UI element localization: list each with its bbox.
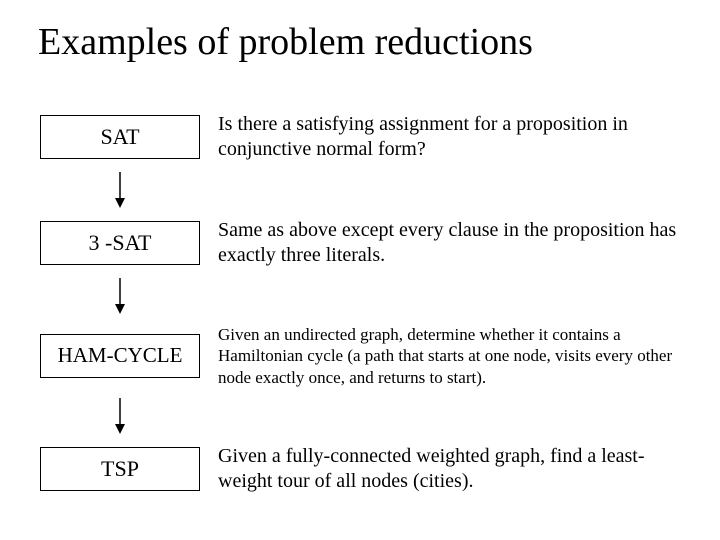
node-sat: SAT <box>40 115 200 159</box>
node-3sat-col: 3 -SAT <box>30 221 210 265</box>
desc-ham: Given an undirected graph, determine whe… <box>210 324 690 388</box>
row-sat: SAT Is there a satisfying assignment for… <box>30 112 690 162</box>
node-ham: HAM-CYCLE <box>40 334 200 378</box>
node-3sat: 3 -SAT <box>40 221 200 265</box>
slide-title: Examples of problem reductions <box>38 20 690 64</box>
node-tsp-col: TSP <box>30 447 210 491</box>
desc-3sat: Same as above except every clause in the… <box>210 218 690 268</box>
edge-3sat-ham <box>30 276 690 316</box>
row-ham: HAM-CYCLE Given an undirected graph, det… <box>30 324 690 388</box>
arrow-down-icon <box>30 276 210 316</box>
edge-ham-tsp <box>30 396 690 436</box>
slide: Examples of problem reductions SAT Is th… <box>0 0 720 540</box>
arrow-down-icon <box>30 170 210 210</box>
row-tsp: TSP Given a fully-connected weighted gra… <box>30 444 690 494</box>
reduction-chain: SAT Is there a satisfying assignment for… <box>30 112 690 502</box>
desc-sat: Is there a satisfying assignment for a p… <box>210 112 690 162</box>
node-ham-col: HAM-CYCLE <box>30 334 210 378</box>
desc-tsp: Given a fully-connected weighted graph, … <box>210 444 690 494</box>
edge-sat-3sat <box>30 170 690 210</box>
arrow-down-icon <box>30 396 210 436</box>
node-tsp: TSP <box>40 447 200 491</box>
node-sat-col: SAT <box>30 115 210 159</box>
row-3sat: 3 -SAT Same as above except every clause… <box>30 218 690 268</box>
